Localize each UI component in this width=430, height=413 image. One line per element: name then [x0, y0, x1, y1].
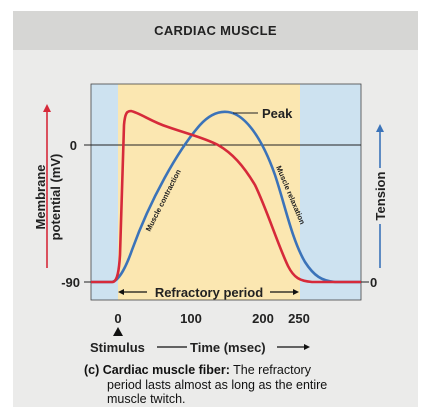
tension-curve: [91, 110, 361, 284]
stimulus-label: Stimulus: [90, 340, 145, 355]
left-tick-minus90: -90: [61, 275, 80, 290]
caption-lead: (c) Cardiac muscle fiber:: [84, 363, 230, 377]
left-axis-label-line1: Membrane: [33, 164, 48, 229]
header-bar: CARDIAC MUSCLE: [13, 11, 418, 50]
right-tick-zero: 0: [370, 275, 377, 290]
plot-frame: [90, 83, 362, 301]
x-tick-200: 200: [252, 311, 274, 326]
left-tick-zero: 0: [70, 138, 77, 153]
refractory-period-label: Refractory period: [155, 285, 263, 300]
stimulus-marker: [113, 327, 123, 336]
caption-line-2: period lasts almost as long as the entir…: [107, 377, 328, 392]
caption-line-3: muscle twitch.: [107, 392, 186, 406]
figure-caption: (c) Cardiac muscle fiber: The refractory…: [84, 363, 404, 407]
peak-label: Peak: [262, 106, 293, 121]
x-tick-0: 0: [114, 311, 121, 326]
left-axis-label-line2: potential (mV): [48, 154, 63, 241]
left-axis-label: Membrane potential (mV): [33, 154, 63, 241]
membrane-potential-curve: [91, 109, 361, 284]
right-axis-label-bg: [372, 168, 388, 224]
x-axis-label: Time (msec): [190, 340, 266, 355]
x-tick-100: 100: [180, 311, 202, 326]
figure-title: CARDIAC MUSCLE: [154, 23, 277, 38]
caption-line-1: (c) Cardiac muscle fiber: The refractory: [84, 363, 404, 378]
x-tick-250: 250: [288, 311, 310, 326]
right-axis-label: Tension: [373, 172, 388, 221]
caption-line1-rest: The refractory: [229, 363, 311, 377]
